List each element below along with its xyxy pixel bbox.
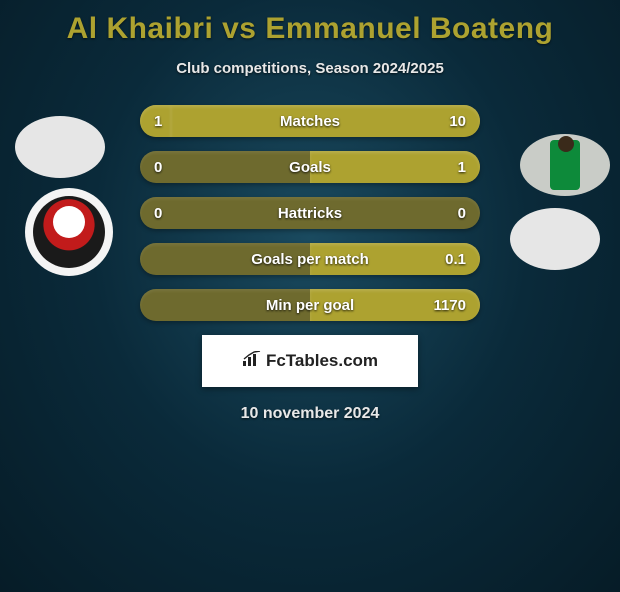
stat-row: Goals per match0.1 (140, 243, 480, 275)
subtitle: Club competitions, Season 2024/2025 (0, 60, 620, 77)
date-text: 10 november 2024 (0, 405, 620, 423)
stat-value-right: 1 (458, 159, 466, 176)
stat-row: 0Goals1 (140, 151, 480, 183)
stat-value-right: 1170 (433, 297, 466, 314)
stat-row: 1Matches10 (140, 105, 480, 137)
stat-row: 0Hattricks0 (140, 197, 480, 229)
source-badge: FcTables.com (202, 335, 418, 387)
stat-label: Hattricks (140, 205, 480, 222)
stat-value-right: 0 (458, 205, 466, 222)
stat-value-right: 10 (449, 113, 466, 130)
page-title: Al Khaibri vs Emmanuel Boateng (0, 12, 620, 46)
source-badge-text: FcTables.com (266, 351, 378, 371)
stats-container: 1Matches100Goals10Hattricks0Goals per ma… (0, 105, 620, 321)
stat-label: Matches (140, 113, 480, 130)
chart-icon (242, 351, 262, 372)
stat-label: Min per goal (140, 297, 480, 314)
stat-label: Goals (140, 159, 480, 176)
stat-label: Goals per match (140, 251, 480, 268)
stat-value-right: 0.1 (445, 251, 466, 268)
stat-row: Min per goal1170 (140, 289, 480, 321)
